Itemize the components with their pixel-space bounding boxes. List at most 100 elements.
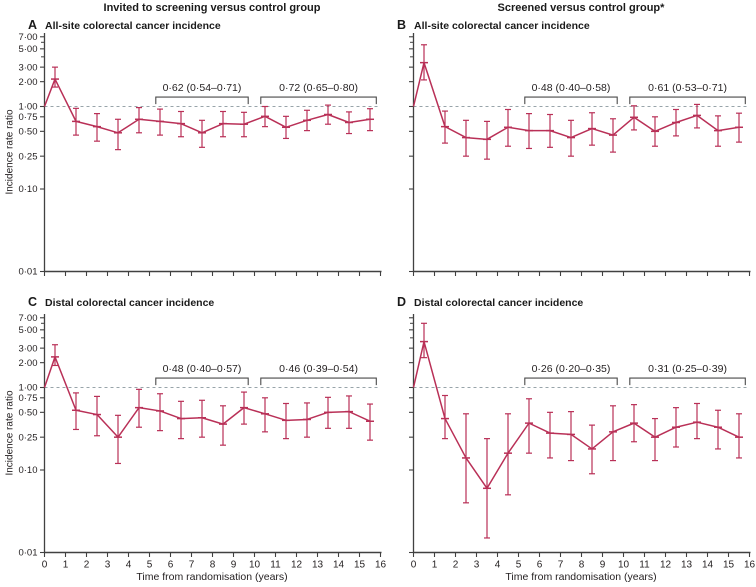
error-bar <box>421 322 427 359</box>
error-bar <box>694 402 700 440</box>
y-tick-label: 1·00 <box>18 102 37 113</box>
annotation-label: 0·48 (0·40–0·58) <box>532 82 611 94</box>
y-tick-label: 7·00 <box>18 32 37 43</box>
error-bar <box>199 399 205 438</box>
x-tick-label: 15 <box>723 560 735 571</box>
annotation-label: 0·72 (0·65–0·80) <box>279 82 358 94</box>
x-tick-label: 5 <box>516 560 522 571</box>
error-bar <box>178 400 184 440</box>
annotation-bracket <box>524 96 618 105</box>
error-bar <box>115 118 121 151</box>
x-tick-label: 1 <box>63 560 69 571</box>
panel-letter-d: D <box>397 295 407 309</box>
x-tick-label: 3 <box>474 560 480 571</box>
x-tick-label: 3 <box>105 560 111 571</box>
error-bar <box>199 119 205 148</box>
x-tick-label: 13 <box>312 560 324 571</box>
column-header-invited: Invited to screening versus control grou… <box>103 2 321 14</box>
x-tick-label: 10 <box>618 560 630 571</box>
y-tick-label: 0·10 <box>18 184 37 195</box>
error-bar <box>136 106 142 134</box>
panel-D: 0 1 2 3 4 5 6 7 8 9 10 11 12 13 14 15 160·26 (0·20–0·35)… <box>409 314 755 571</box>
y-tick-label: 0·01 <box>18 548 37 559</box>
panel-title-a: All-site colorectal cancer incidence <box>45 20 221 32</box>
x-tick-label: 6 <box>168 560 174 571</box>
x-tick-label: 4 <box>495 560 501 571</box>
annotation-label: 0·62 (0·54–0·71) <box>163 82 242 94</box>
x-tick-label: 0 <box>411 560 417 571</box>
error-bar <box>367 403 373 441</box>
x-tick-label: 0 <box>42 560 48 571</box>
x-tick-label: 13 <box>681 560 693 571</box>
y-tick-label: 2·00 <box>18 358 37 369</box>
panel-header-a: A All-site colorectal cancer incidence <box>28 16 221 34</box>
panel-title-d: Distal colorectal cancer incidence <box>414 297 584 309</box>
x-tick-label: 10 <box>249 560 261 571</box>
error-bar <box>220 405 226 446</box>
annotation-label: 0·61 (0·53–0·71) <box>648 82 727 94</box>
y-tick-label: 3·00 <box>18 62 37 73</box>
x-tick-label: 12 <box>291 560 303 571</box>
y-tick-label: 0·50 <box>18 408 37 419</box>
error-bar <box>568 411 574 462</box>
annotation-bracket <box>155 96 249 105</box>
panel-letter-c: C <box>28 295 38 309</box>
annotation-label: 0·48 (0·40–0·57) <box>163 363 242 375</box>
x-tick-label: 7 <box>558 560 564 571</box>
panel-C: 7·005·00 3·00 2·00 1·000·75 0·50 0·25 0·10 0·01… <box>18 313 386 571</box>
x-tick-label: 12 <box>660 560 672 571</box>
x-tick-label: 11 <box>270 560 281 571</box>
error-bar <box>52 66 58 88</box>
panel-letter-a: A <box>28 18 38 32</box>
x-tick-label: 8 <box>579 560 585 571</box>
x-tick-label: 5 <box>147 560 153 571</box>
x-tick-label: 9 <box>231 560 237 571</box>
annotation-bracket <box>524 377 618 386</box>
x-tick-label: 4 <box>126 560 132 571</box>
y-tick-label: 5·00 <box>18 44 37 55</box>
annotation-bracket <box>155 377 249 386</box>
series-line <box>412 61 740 141</box>
error-bar <box>610 405 616 462</box>
x-tick-label: 11 <box>639 560 650 571</box>
x-tick-label: 9 <box>600 560 606 571</box>
error-bar <box>547 411 553 459</box>
y-tick-label: 2·00 <box>18 77 37 88</box>
y-tick-label: 0·75 <box>18 112 37 123</box>
error-bar <box>73 392 79 431</box>
y-tick-label: 0·25 <box>18 432 37 443</box>
y-tick-label: 7·00 <box>18 313 37 324</box>
panel-B: 0·48 (0·40–0·58) 0·61 (0·53–0·71) <box>409 33 751 276</box>
x-tick-label: 16 <box>375 560 387 571</box>
x-tick-label: 16 <box>744 560 756 571</box>
error-bar <box>94 395 100 437</box>
panel-letter-b: B <box>397 18 407 32</box>
y-tick-label: 0·50 <box>18 127 37 138</box>
y-tick-label: 0·75 <box>18 393 37 404</box>
error-bar <box>262 397 268 433</box>
y-tick-label: 5·00 <box>18 325 37 336</box>
x-tick-label: 2 <box>84 560 90 571</box>
x-tick-label: 8 <box>210 560 216 571</box>
x-tick-label: 1 <box>432 560 438 571</box>
x-tick-label: 6 <box>537 560 543 571</box>
y-tick-label: 0·10 <box>18 465 37 476</box>
y-tick-label: 0·25 <box>18 151 37 162</box>
x-axis-title-left: Time from randomisation (years) <box>136 571 288 583</box>
y-tick-label: 1·00 <box>18 383 37 394</box>
x-tick-label: 14 <box>702 560 714 571</box>
annotation-label: 0·46 (0·39–0·54) <box>279 363 358 375</box>
annotation-label: 0·26 (0·20–0·35) <box>532 363 611 375</box>
x-tick-label: 15 <box>354 560 366 571</box>
error-bar <box>157 393 163 432</box>
panel-header-d: D Distal colorectal cancer incidence <box>397 293 583 311</box>
panel-A: 7·005·00 3·00 2·00 1·000·75 0·50 0·25 0·10 0·01… <box>18 32 382 278</box>
annotation-bracket <box>629 377 746 386</box>
annotation-label: 0·31 (0·25–0·39) <box>648 363 727 375</box>
y-tick-label: 3·00 <box>18 343 37 354</box>
y-axis-title-top: Incidence rate ratio <box>4 109 16 195</box>
panel-title-c: Distal colorectal cancer incidence <box>45 297 215 309</box>
x-tick-label: 2 <box>453 560 459 571</box>
